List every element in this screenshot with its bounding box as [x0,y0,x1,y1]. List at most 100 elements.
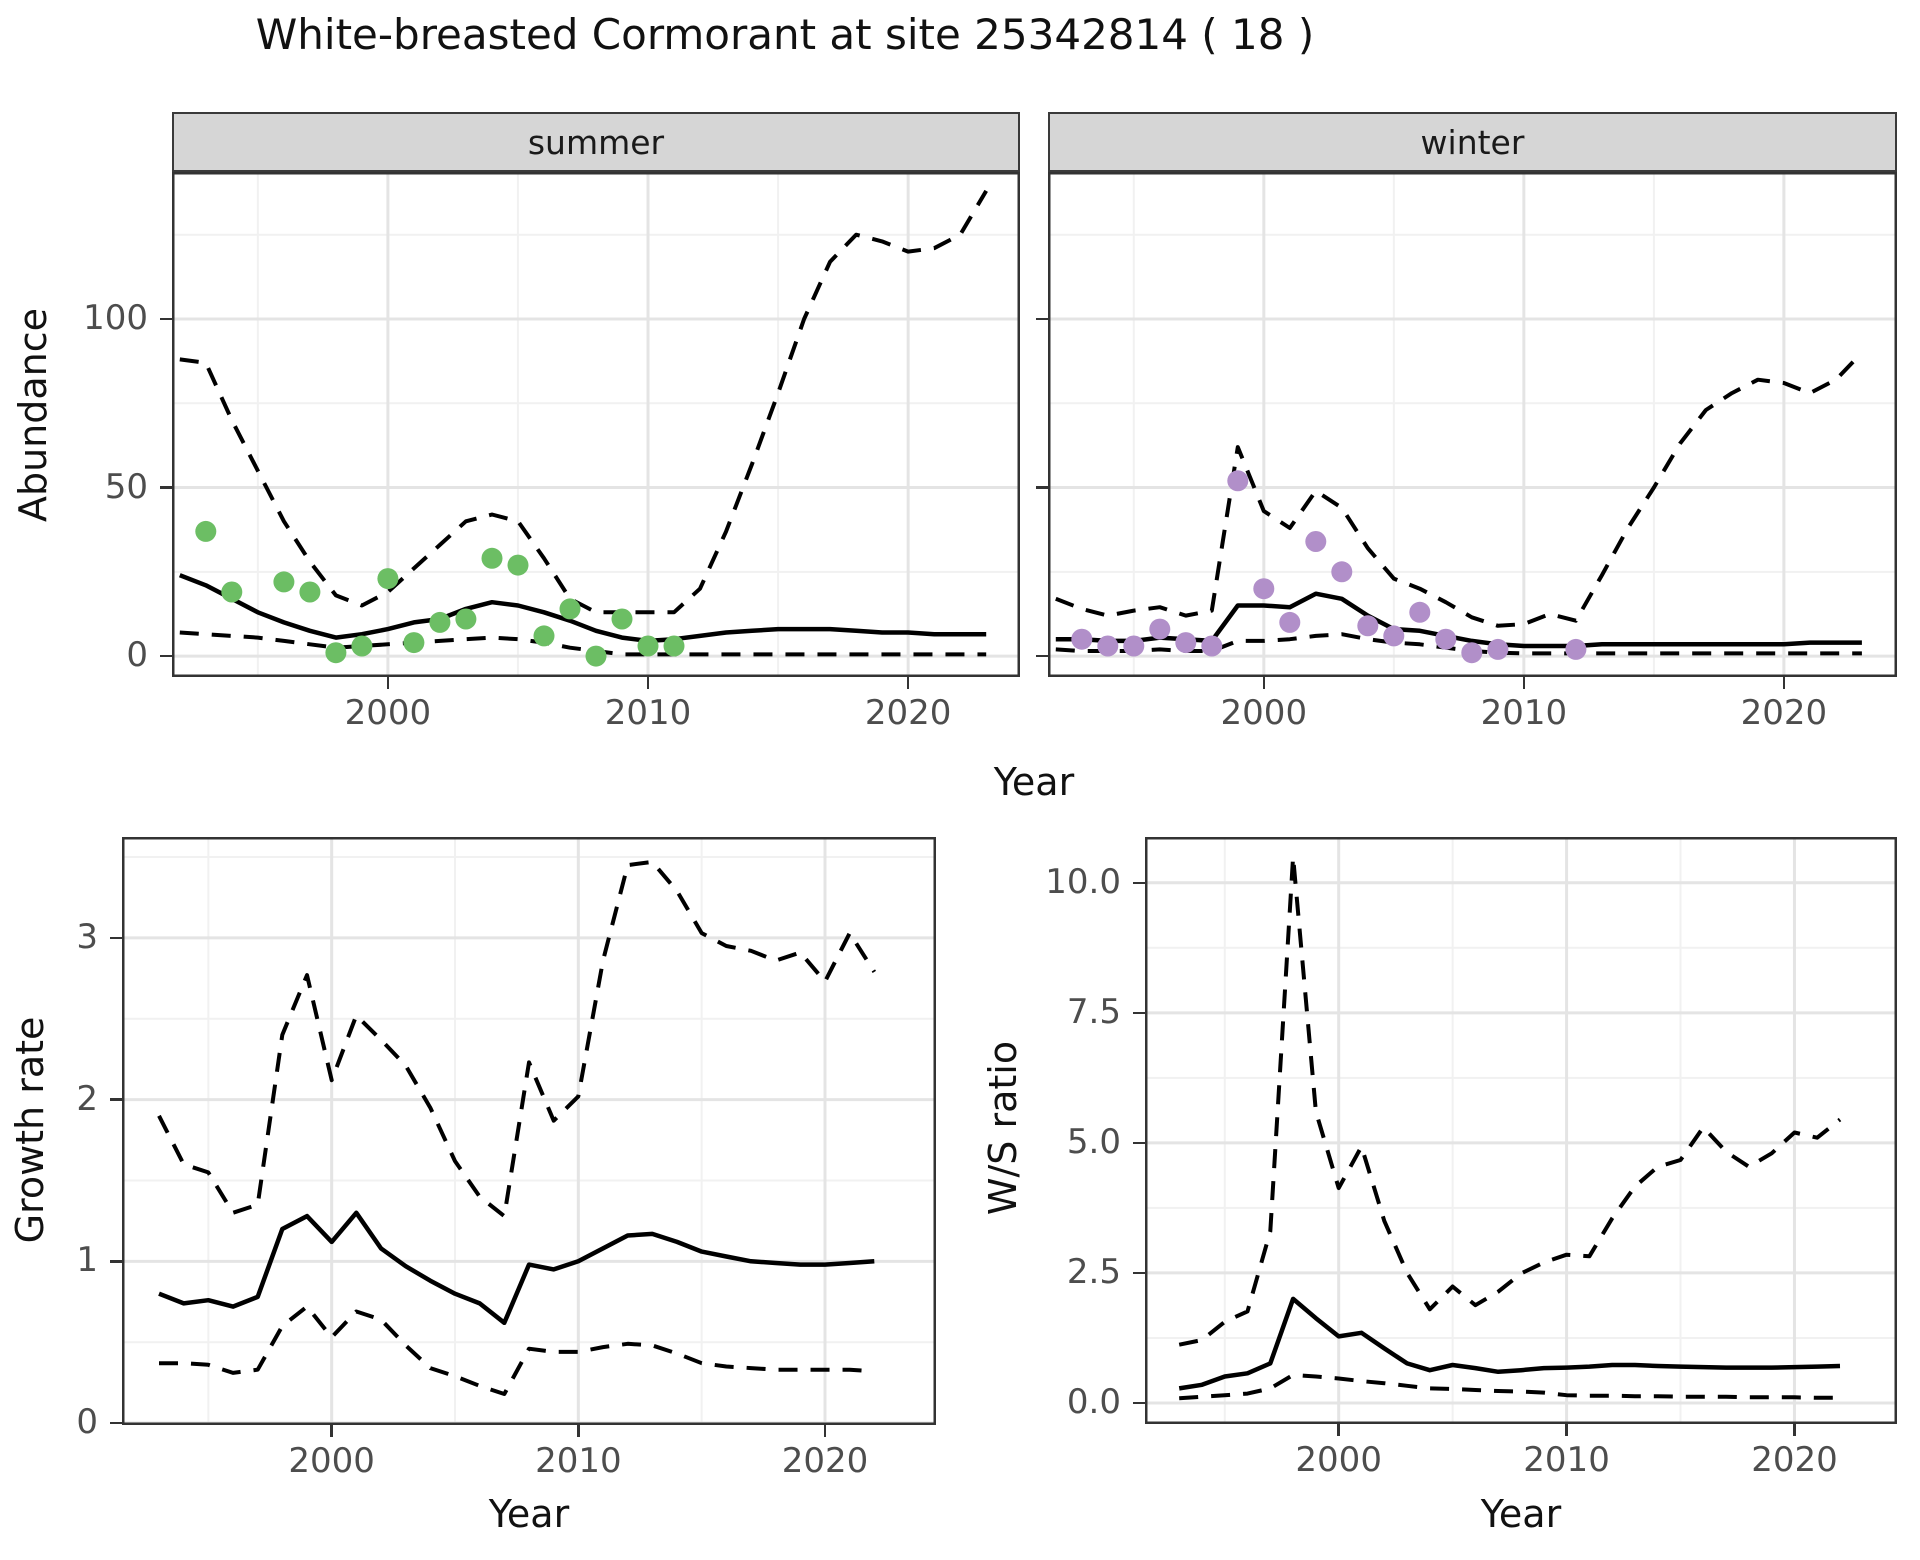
series-upper_ci [1055,351,1864,628]
observation-point [1279,611,1301,633]
observation-point [195,520,217,542]
observation-point [455,608,477,630]
observation-point [1461,642,1483,664]
observation-point [273,571,295,593]
x-tick-label: 2000 [1220,693,1308,733]
y-tick-mark [110,936,122,940]
x-tick-label: 2010 [535,1441,622,1481]
y-tick-mark [1133,1271,1145,1275]
x-axis-title-year-top: Year [993,760,1075,804]
facet-strip-label: winter [1420,122,1525,162]
observation-point [663,635,685,657]
x-tick-mark [1522,677,1526,689]
y-tick-label: 0 [126,635,148,676]
observation-point [377,568,399,590]
panel-border [1145,837,1897,1424]
series-median [1178,1296,1841,1391]
observation-point [507,554,529,576]
y-tick-mark [1133,1011,1145,1015]
facet-strip-label: summer [527,122,665,162]
panel-border [1048,172,1897,677]
observation-point [1357,615,1379,637]
y-tick-label: 0.0 [1066,1381,1121,1422]
y-tick-label: 50 [104,466,148,507]
observation-point [403,632,425,654]
observation-point [481,547,503,569]
panel-ws-ratio [1145,837,1897,1424]
y-tick-mark [1133,881,1145,885]
x-tick-label: 2010 [1523,1440,1610,1480]
y-tick-label: 0 [76,1402,98,1443]
y-tick-mark [110,1260,122,1263]
observation-point [1305,531,1327,552]
observation-point [1201,635,1223,657]
y-tick-mark [160,486,172,489]
x-tick-mark [1565,1424,1568,1436]
series-median [158,1210,875,1326]
panel-abundance-winter [1048,172,1897,677]
y-tick-label: 10.0 [1045,861,1121,902]
abundance-summer-plot [172,172,1020,677]
y-tick-mark [110,1098,122,1101]
chart-title: White-breasted Cormorant at site 2534281… [255,10,1315,59]
observation-point [611,608,633,630]
x-tick-mark [386,677,390,689]
series-upper_ci [179,189,988,615]
y-tick-mark [1036,654,1048,658]
series-upper_ci [157,859,876,1219]
x-axis-title-year-ws: Year [1480,1492,1562,1536]
y-tick-label: 2 [76,1078,98,1119]
y-tick-label: 2.5 [1066,1251,1121,1292]
series-lower_ci [159,1304,875,1396]
x-tick-mark [823,1425,827,1437]
ws-ratio-plot [1145,837,1897,1424]
observation-point [585,645,607,667]
y-tick-label: 100 [83,297,148,338]
x-tick-mark [1337,1424,1340,1436]
y-tick-mark [110,1421,122,1425]
x-tick-mark [1793,1424,1796,1436]
y-tick-mark [1133,1401,1145,1405]
growth-rate-plot [122,837,936,1425]
x-tick-mark [906,677,910,689]
x-tick-label: 2000 [288,1441,375,1481]
series-upper_ci [1178,854,1842,1347]
y-tick-mark [1133,1141,1145,1145]
x-axis-title-year-growth: Year [488,1492,570,1536]
panel-growth-rate [122,837,936,1425]
x-tick-label: 2000 [1295,1440,1382,1480]
x-tick-mark [577,1425,580,1437]
observation-point [637,635,659,657]
observation-point [1331,561,1353,583]
observation-point [1487,638,1509,660]
observation-point [1097,635,1119,657]
y-tick-mark [160,654,172,658]
y-tick-label: 7.5 [1066,991,1121,1032]
x-tick-mark [646,677,650,689]
x-tick-mark [1262,677,1266,689]
observation-point [1383,625,1405,647]
y-tick-mark [160,317,172,321]
panel-border [172,172,1020,677]
observation-point [299,581,321,603]
observation-point [1435,628,1457,650]
observation-point [533,625,555,647]
observation-point [559,598,581,620]
y-tick-mark [1036,317,1048,321]
series-lower_ci [1179,1372,1840,1401]
y-tick-label: 5.0 [1066,1121,1121,1162]
x-tick-label: 2020 [1740,693,1828,733]
x-tick-label: 2010 [1480,693,1568,733]
observation-point [351,635,373,657]
observation-point [221,581,243,603]
facet-strip-summer: summer [172,112,1020,172]
y-axis-title-abundance: Abundance [11,307,55,523]
series-median [178,573,987,644]
observation-point [429,611,451,633]
y-tick-label: 3 [76,916,98,957]
x-tick-label: 2020 [864,693,952,733]
observation-point [1123,635,1145,657]
observation-point [1149,618,1171,640]
observation-point [1409,601,1431,623]
